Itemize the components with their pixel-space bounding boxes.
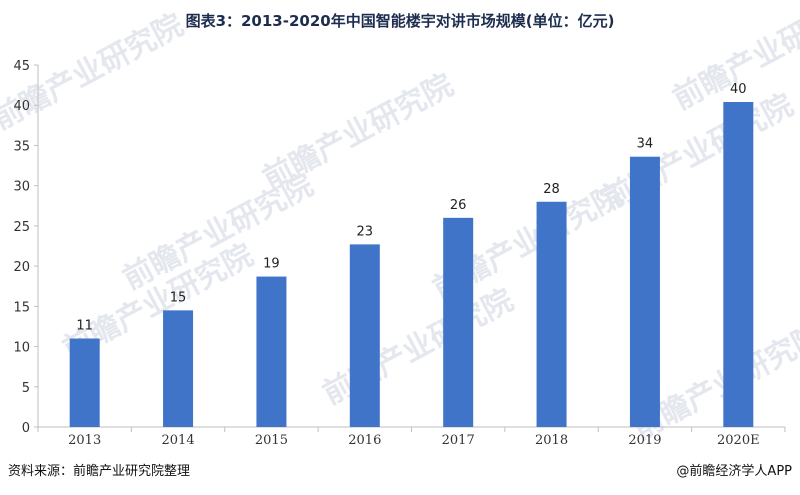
watermark-text: 前瞻产业研究院 xyxy=(317,283,519,412)
x-tick-label-2015: 2015 xyxy=(255,433,288,448)
data-label-2013: 11 xyxy=(76,319,93,334)
x-tick-label-2017: 2017 xyxy=(442,433,475,448)
y-tick-label: 0 xyxy=(22,421,30,436)
y-tick-label: 20 xyxy=(13,260,30,275)
axis-layer: 0 5 10 15 20 25 30 35 40 45 xyxy=(13,59,786,436)
data-label-2019: 34 xyxy=(637,137,654,152)
bar-2018 xyxy=(536,201,567,427)
x-tick-label-2014: 2014 xyxy=(162,433,195,448)
y-tick-label: 35 xyxy=(13,139,30,154)
bar-2016 xyxy=(349,244,380,427)
bar-2015 xyxy=(256,276,287,427)
x-tick-label-2018: 2018 xyxy=(535,433,568,448)
x-tick-label-2016: 2016 xyxy=(348,433,381,448)
label-layer: 11 2013 15 2014 19 2015 23 2016 26 2017 28 2018 34 20… xyxy=(68,82,759,448)
y-tick-label: 25 xyxy=(13,220,30,235)
y-tick-label: 10 xyxy=(13,341,30,356)
data-label-2014: 15 xyxy=(170,290,187,305)
data-label-2018: 28 xyxy=(543,182,560,197)
y-tick-label: 45 xyxy=(13,59,30,74)
bar-2020E xyxy=(723,102,754,427)
y-tick-label: 15 xyxy=(13,300,30,315)
bar-2017 xyxy=(443,217,474,427)
y-tick-label: 40 xyxy=(13,99,30,114)
data-label-2020E: 40 xyxy=(730,82,747,97)
bar-layer xyxy=(69,102,754,427)
data-label-2016: 23 xyxy=(357,224,374,239)
x-tick-label-2013: 2013 xyxy=(68,433,101,448)
data-label-2017: 26 xyxy=(450,198,467,213)
y-tick-label: 30 xyxy=(13,180,30,195)
bar-2019 xyxy=(629,156,660,427)
y-tick-label: 5 xyxy=(22,381,30,396)
chart-title: 图表3：2013-2020年中国智能楼宇对讲市场规模(单位：亿元) xyxy=(185,12,615,30)
source-note: 资料来源：前瞻产业研究院整理 xyxy=(8,464,191,479)
x-tick-label-2019: 2019 xyxy=(628,433,661,448)
data-label-2015: 19 xyxy=(263,257,280,272)
brand-credit: @前瞻经济学人APP xyxy=(676,464,792,479)
x-tick-label-2020E: 2020E xyxy=(717,433,760,448)
bar-2013 xyxy=(69,338,100,427)
bar-2014 xyxy=(163,310,194,427)
